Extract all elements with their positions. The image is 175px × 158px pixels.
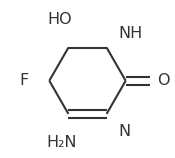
Text: N: N [119,124,131,139]
Text: NH: NH [119,26,143,41]
Text: F: F [19,73,29,88]
Text: HO: HO [47,12,72,27]
Text: O: O [157,73,169,88]
Text: H₂N: H₂N [46,135,77,150]
